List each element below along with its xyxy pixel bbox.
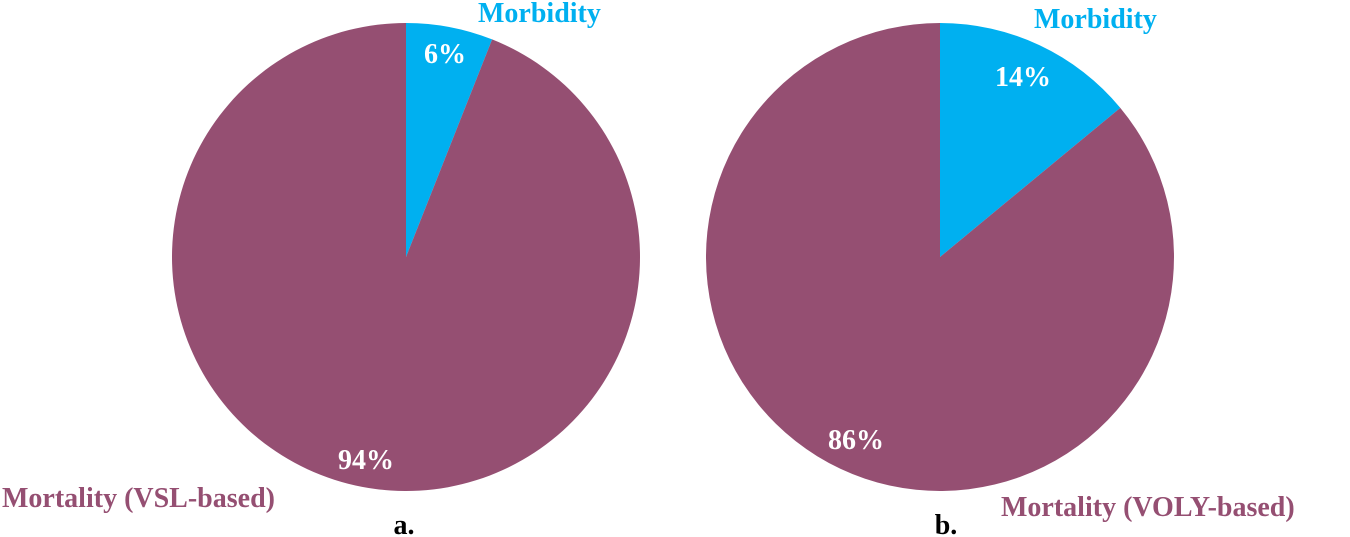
pie-a-morbidity-legend-label: Morbidity [478, 0, 601, 29]
pie-a-morbidity-value-label: 6% [424, 39, 466, 70]
pie-a-mortality-slice [171, 23, 640, 492]
pie-a-mortality-legend-label: Mortality (VSL-based) [2, 483, 275, 514]
pie-b-morbidity-slice [940, 23, 1121, 257]
pie-b-morbidity-value-label: 14% [995, 62, 1051, 93]
pie-b-morbidity-legend-label: Morbidity [1034, 4, 1157, 35]
pie-chart-b: 14% 86% Morbidity Mortality (VOLY-based)… [705, 4, 1295, 537]
pie-b-mortality-slice [705, 23, 1174, 492]
pie-b-mortality-legend-label: Mortality (VOLY-based) [1001, 492, 1295, 523]
panel-label-a: a. [394, 510, 415, 537]
pie-b-mortality-value-label: 86% [828, 425, 884, 456]
pie-a-mortality-value-label: 94% [338, 445, 394, 476]
pie-a-morbidity-slice [406, 23, 493, 257]
panel-label-b: b. [935, 510, 958, 537]
pie-chart-a: 6% 94% Morbidity Mortality (VSL-based) a… [2, 0, 640, 537]
